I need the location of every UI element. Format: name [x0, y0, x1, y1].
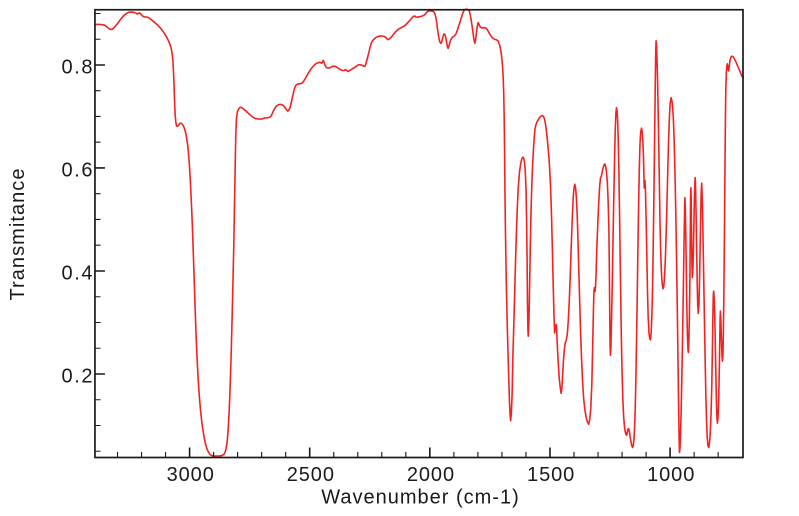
svg-text:0.2: 0.2 [62, 366, 94, 388]
svg-text:Wavenumber (cm-1): Wavenumber (cm-1) [321, 487, 520, 509]
svg-text:3000: 3000 [167, 464, 215, 486]
svg-text:0.4: 0.4 [62, 263, 94, 285]
svg-text:1000: 1000 [647, 464, 695, 486]
svg-text:2000: 2000 [407, 464, 455, 486]
svg-text:0.6: 0.6 [62, 160, 94, 182]
svg-text:0.8: 0.8 [62, 57, 94, 79]
svg-text:2500: 2500 [287, 464, 335, 486]
svg-text:Transmitance: Transmitance [7, 167, 29, 300]
svg-text:1500: 1500 [527, 464, 575, 486]
